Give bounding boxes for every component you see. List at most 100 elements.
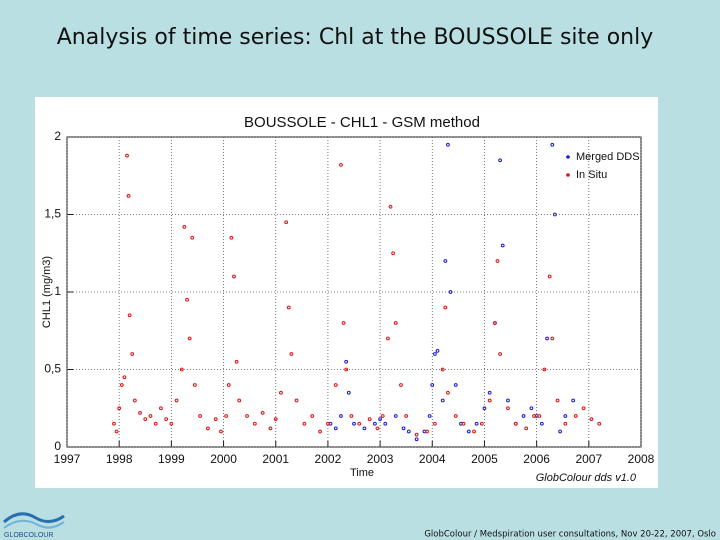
point xyxy=(341,321,346,325)
point xyxy=(174,398,179,403)
point xyxy=(539,421,544,426)
point xyxy=(487,390,492,395)
point xyxy=(352,421,356,426)
x-tick-label: 1999 xyxy=(158,452,185,466)
point xyxy=(542,367,547,372)
point xyxy=(127,313,132,318)
point xyxy=(185,297,189,302)
point xyxy=(435,349,440,353)
point xyxy=(375,426,380,431)
point xyxy=(388,204,393,209)
point xyxy=(268,426,273,431)
point xyxy=(498,158,503,163)
point xyxy=(252,421,257,426)
x-tick-label: 2007 xyxy=(575,452,602,466)
point xyxy=(553,212,557,217)
legend-label: In Situ xyxy=(576,169,607,181)
point xyxy=(492,321,497,325)
annotation: GlobColour dds v1.0 xyxy=(536,472,637,484)
point xyxy=(479,421,484,426)
point xyxy=(555,398,560,403)
x-tick-label: 2008 xyxy=(628,452,655,466)
point xyxy=(563,421,568,426)
point xyxy=(432,352,437,356)
point xyxy=(386,336,390,341)
point xyxy=(339,163,343,167)
point xyxy=(318,429,322,434)
point xyxy=(164,417,169,422)
x-tick-label: 1998 xyxy=(106,452,133,466)
point xyxy=(401,426,406,431)
point xyxy=(237,398,242,403)
point xyxy=(219,429,223,434)
chart-panel xyxy=(35,97,658,488)
x-tick-label: 2005 xyxy=(471,452,498,466)
point xyxy=(224,414,229,418)
point xyxy=(393,321,398,325)
x-tick-label: 2003 xyxy=(367,452,394,466)
point xyxy=(333,383,338,387)
point xyxy=(571,398,576,403)
point xyxy=(453,414,458,418)
point xyxy=(372,421,377,426)
point xyxy=(260,411,265,415)
point xyxy=(581,406,586,411)
logo-wave xyxy=(3,512,65,524)
legend-marker xyxy=(566,155,570,159)
point xyxy=(563,414,568,418)
point xyxy=(130,352,135,356)
point xyxy=(446,390,450,395)
x-tick-label: 2004 xyxy=(419,452,446,466)
point xyxy=(192,383,197,387)
point xyxy=(524,426,529,431)
point xyxy=(213,417,218,422)
y-tick-label: 2 xyxy=(54,129,61,143)
point xyxy=(344,359,349,364)
point xyxy=(187,336,192,341)
point xyxy=(443,305,448,310)
x-tick-label: 2002 xyxy=(315,452,342,466)
point xyxy=(143,417,148,422)
point xyxy=(273,417,278,422)
point xyxy=(391,251,396,256)
point xyxy=(289,352,294,356)
y-tick-label: 1,5 xyxy=(44,207,61,221)
point xyxy=(453,383,458,387)
point xyxy=(500,243,505,248)
point xyxy=(234,359,239,364)
x-axis-label: Time xyxy=(350,467,374,479)
point xyxy=(310,414,315,418)
point xyxy=(226,383,231,387)
point xyxy=(284,220,289,225)
point xyxy=(506,406,510,411)
point xyxy=(521,414,526,418)
point xyxy=(112,421,116,426)
point xyxy=(205,426,210,431)
legend-marker xyxy=(566,173,570,177)
point xyxy=(117,406,122,411)
point xyxy=(443,259,448,263)
point xyxy=(414,432,419,437)
point xyxy=(474,421,479,426)
point xyxy=(414,437,419,442)
logo-wave xyxy=(3,519,65,529)
point xyxy=(472,429,476,434)
point xyxy=(182,225,187,229)
point xyxy=(440,367,445,372)
point xyxy=(349,414,354,418)
slide-title: Analysis of time series: Chl at the BOUS… xyxy=(57,25,653,50)
point xyxy=(495,259,500,263)
point xyxy=(461,421,466,426)
x-tick-label: 2006 xyxy=(523,452,550,466)
x-tick-label: 1997 xyxy=(54,452,81,466)
point xyxy=(198,414,202,418)
point xyxy=(232,274,236,279)
point xyxy=(597,421,602,426)
point xyxy=(346,390,351,395)
point xyxy=(513,421,518,426)
point xyxy=(558,429,563,434)
point xyxy=(159,406,163,411)
point xyxy=(448,290,453,294)
